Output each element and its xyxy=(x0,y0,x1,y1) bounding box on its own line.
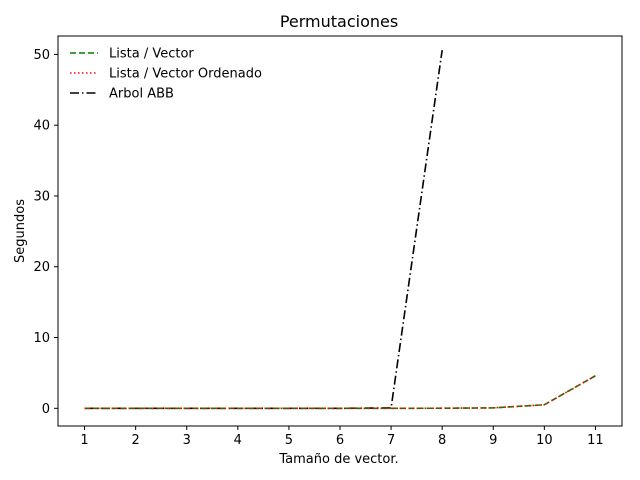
series-layer xyxy=(84,50,596,410)
x-axis-label: Tamaño de vector. xyxy=(278,452,398,467)
y-tick-label: 40 xyxy=(33,119,50,134)
x-tick-label: 7 xyxy=(387,433,395,448)
y-tick-label: 0 xyxy=(42,402,50,417)
x-tick-label: 10 xyxy=(536,433,553,448)
y-tick-label: 30 xyxy=(33,189,50,204)
legend-label-lista-vector: Lista / Vector xyxy=(109,47,194,62)
x-tick-label: 11 xyxy=(587,433,604,448)
y-tick-label: 20 xyxy=(33,260,50,275)
chart-title: Permutaciones xyxy=(280,12,398,31)
legend: Lista / Vector Lista / Vector Ordenado Arb… xyxy=(70,47,262,102)
x-tick-label: 3 xyxy=(183,433,191,448)
y-tick-label: 10 xyxy=(33,331,50,346)
legend-label-lista-vector-ordenado: Lista / Vector Ordenado xyxy=(109,67,262,82)
y-tick-label: 50 xyxy=(33,48,50,63)
x-tick-label: 2 xyxy=(132,433,140,448)
y-axis-label: Segundos xyxy=(13,199,28,263)
x-tick-label: 9 xyxy=(489,433,497,448)
legend-label-arbol-abb: Arbol ABB xyxy=(109,87,174,102)
axes-layer: 1 2 3 4 5 6 7 8 9 10 11 0 10 20 30 40 50 xyxy=(33,35,623,448)
x-tick-label: 6 xyxy=(336,433,344,448)
x-tick-label: 1 xyxy=(80,433,88,448)
plot-area xyxy=(58,36,622,426)
x-tick-label: 4 xyxy=(234,433,242,448)
x-tick-label: 5 xyxy=(285,433,293,448)
series-line-lista-vector-ordenado xyxy=(84,375,596,410)
x-tick-label: 8 xyxy=(438,433,446,448)
